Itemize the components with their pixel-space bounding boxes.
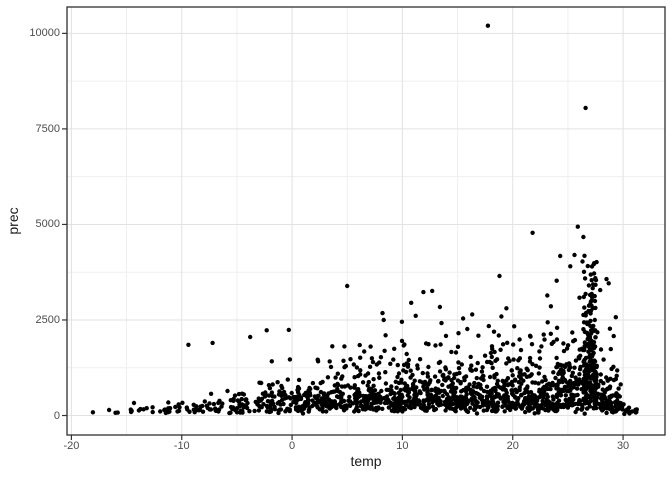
y-tick-label: 10000 xyxy=(29,27,60,40)
x-tick-label: 10 xyxy=(396,440,409,452)
x-tick-label: 30 xyxy=(616,440,630,452)
x-tick-label: 20 xyxy=(506,440,519,452)
y-tick-label: 7500 xyxy=(35,122,60,135)
y-tick-label: 5000 xyxy=(35,218,60,231)
x-tick-label: 0 xyxy=(289,440,296,452)
x-tick-label: -20 xyxy=(63,440,80,452)
y-axis-title: prec xyxy=(5,207,21,235)
y-tick-label: 0 xyxy=(53,409,60,422)
y-tick-label: 2500 xyxy=(35,313,60,326)
x-tick-label: -10 xyxy=(173,440,190,452)
x-axis-title: temp xyxy=(350,453,382,469)
